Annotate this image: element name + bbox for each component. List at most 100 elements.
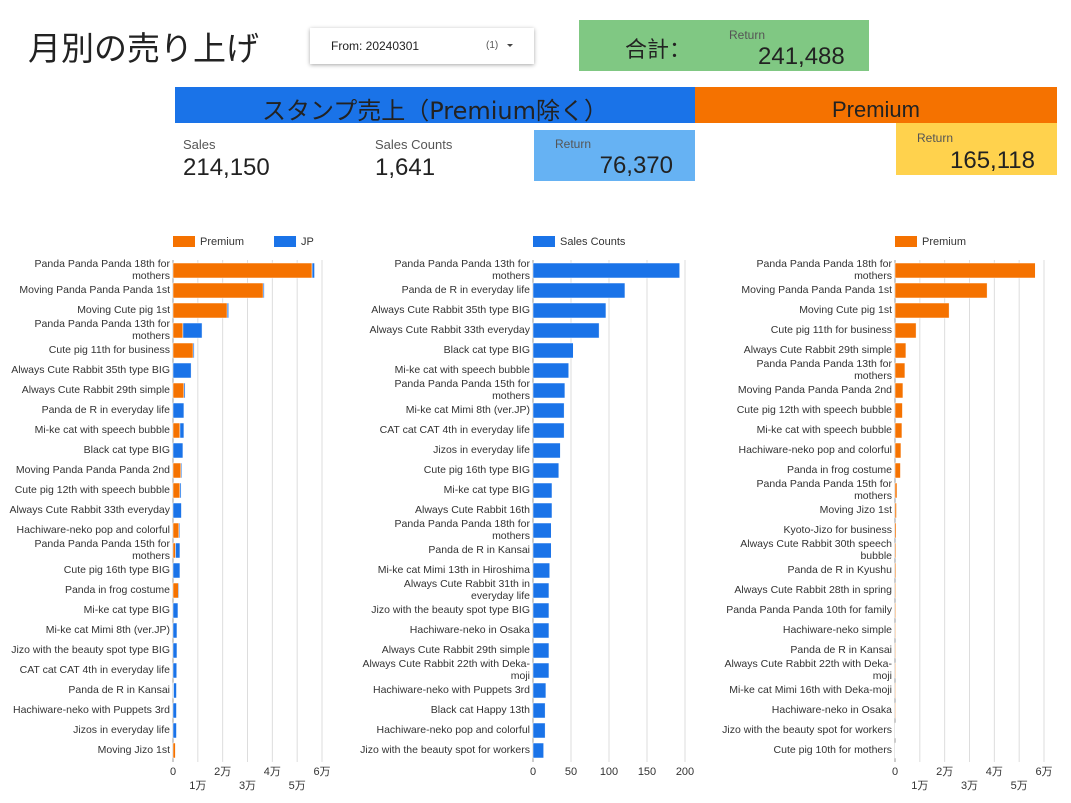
category-label-box: Always Cute Rabbit 30th speech bubble (740, 538, 892, 562)
bar (894, 302, 950, 319)
bar (183, 382, 186, 399)
bar (532, 682, 547, 699)
category-label-box: Panda de R in Kyushu (788, 564, 893, 576)
bar (894, 322, 917, 339)
category-label: Always Cute Rabbit 22th with Deka-moji (362, 658, 531, 682)
category-label-box: Panda Panda Panda 18th for mothers (757, 258, 892, 282)
category-label-box: Always Cute Rabbit 29th simple (381, 644, 530, 656)
bar (894, 282, 988, 299)
dropdown-arrow (507, 44, 513, 47)
category-label-box: Mi-ke cat Mimi 8th (ver.JP) (46, 624, 170, 636)
bar (172, 262, 313, 279)
x-tick-label: 0 (892, 766, 898, 778)
category-label: Panda de R in everyday life (41, 404, 170, 416)
bar (532, 542, 552, 559)
category-label-box: Jizo with the beauty spot type BIG (11, 644, 170, 656)
bar (172, 642, 178, 659)
bar (894, 522, 897, 539)
bar (172, 702, 177, 719)
bar (894, 402, 903, 419)
category-label: Always Cute Rabbit 31th in everyday life (403, 578, 530, 602)
category-label: Always Cute Rabbit 28th in spring (734, 584, 892, 596)
x-tick-label: 5万 (289, 780, 306, 792)
category-label-box: Mi-ke cat Mimi 8th (ver.JP) (406, 404, 530, 416)
category-label: Panda Panda Panda 15th for mothers (394, 378, 530, 402)
category-label-box: Moving Jizo 1st (820, 504, 892, 516)
date-filter[interactable]: From: 20240301 (1) (310, 28, 534, 64)
category-label: Panda Panda Panda 15th for mothers (756, 478, 892, 502)
category-label-box: Cute pig 16th type BIG (64, 564, 170, 576)
category-label: Moving Panda Panda Panda 2nd (737, 384, 892, 396)
category-label-box: Panda de R in everyday life (41, 404, 170, 416)
category-label-box: Jizo with the beauty spot type BIG (371, 604, 530, 616)
bar (532, 442, 561, 459)
bar (179, 422, 185, 439)
category-label: Jizos in everyday life (73, 724, 170, 736)
bar (178, 522, 181, 539)
category-label: Jizo with the beauty spot type BIG (11, 644, 170, 656)
x-tick-label: 6万 (1035, 766, 1052, 778)
bar (172, 742, 176, 759)
bar (172, 402, 185, 419)
bar (894, 582, 897, 599)
bar (894, 602, 897, 619)
category-label: Moving Panda Panda Panda 1st (19, 284, 170, 296)
x-tick-label: 5万 (1011, 780, 1028, 792)
bar (532, 722, 546, 739)
bar (175, 542, 181, 559)
category-label: Cute pig 11th for business (48, 344, 170, 356)
category-label: Moving Cute pig 1st (77, 304, 170, 316)
category-label-box: Moving Panda Panda Panda 2nd (737, 384, 892, 396)
category-label-box: Mi-ke cat with speech bubble (395, 364, 530, 376)
bar (894, 702, 896, 719)
category-label-box: Panda de R in Kansai (790, 644, 892, 656)
bar (179, 482, 182, 499)
category-label-box: Panda Panda Panda 18th for mothers (395, 518, 530, 542)
bar (532, 702, 546, 719)
category-label: Hachiware-neko pop and colorful (16, 524, 170, 536)
category-label: Moving Cute pig 1st (799, 304, 892, 316)
bar (172, 322, 184, 339)
x-tick-label: 1万 (911, 780, 928, 792)
category-label-box: Hachiware-neko with Puppets 3rd (13, 704, 170, 716)
bar (894, 622, 896, 639)
category-label-box: Mi-ke cat with speech bubble (757, 424, 892, 436)
category-label-box: Cute pig 12th with speech bubble (737, 404, 892, 416)
stamp-header: スタンプ売上（Premium除く） (175, 87, 695, 123)
legend-label: Sales Counts (560, 236, 626, 248)
category-label-box: Panda in frog costume (65, 584, 170, 596)
category-label-box: Black cat type BIG (84, 444, 170, 456)
bar (173, 682, 177, 699)
bar (894, 502, 897, 519)
category-label-box: Panda Panda Panda 13th for mothers (756, 358, 892, 382)
category-label: Panda Panda Panda 13th for mothers (756, 358, 892, 382)
bar (894, 682, 896, 699)
category-label-box: Hachiware-neko pop and colorful (738, 444, 892, 456)
kpi-value: 1,641 (375, 154, 436, 181)
category-label: Jizos in everyday life (433, 444, 530, 456)
category-label-box: Cute pig 10th for mothers (774, 744, 892, 756)
bar (894, 442, 902, 459)
category-label-box: Moving Jizo 1st (98, 744, 170, 756)
category-label-box: Hachiware-neko simple (783, 624, 892, 636)
category-label: Moving Panda Panda Panda 2nd (15, 464, 170, 476)
category-label: Always Cute Rabbit 29th simple (381, 644, 530, 656)
bar (172, 502, 182, 519)
category-label: Always Cute Rabbit 35th type BIG (371, 304, 530, 316)
category-label-box: Panda Panda Panda 10th for family (726, 604, 892, 616)
category-label: Panda Panda Panda 13th for mothers (34, 318, 170, 342)
category-label: Panda in frog costume (786, 464, 892, 476)
bar (172, 602, 179, 619)
kpi-label: Sales Counts (375, 137, 453, 152)
category-label-box: Hachiware-neko pop and colorful (16, 524, 170, 536)
return-card: Return 76,370 (534, 130, 695, 181)
category-label-box: CAT cat CAT 4th in everyday life (380, 424, 530, 436)
category-label: Hachiware-neko pop and colorful (738, 444, 892, 456)
category-label: Panda Panda Panda 15th for mothers (34, 538, 170, 562)
category-label: Kyoto-Jizo for business (783, 524, 892, 536)
total-label: 合計： (625, 38, 692, 63)
category-label-box: Moving Panda Panda Panda 1st (19, 284, 170, 296)
category-label: Hachiware-neko in Osaka (771, 704, 892, 716)
bar (532, 622, 550, 639)
bar (532, 562, 550, 579)
